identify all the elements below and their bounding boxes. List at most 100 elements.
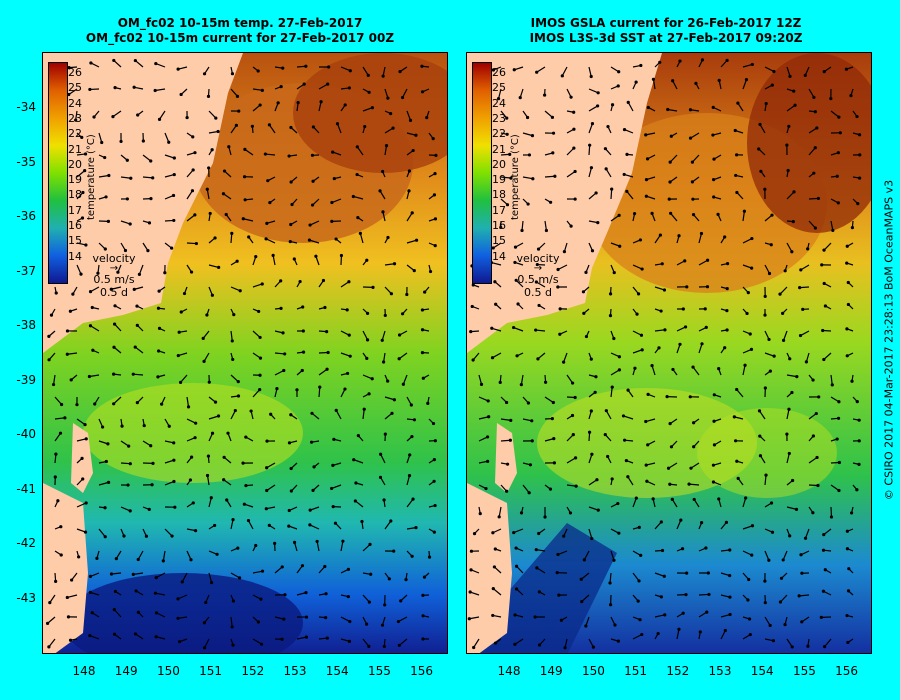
velocity-arrow-head <box>804 360 808 364</box>
right-velocity-arrows <box>467 58 862 650</box>
velocity-arrow-head <box>208 211 212 216</box>
velocity-arrow-head <box>127 444 131 448</box>
velocity-arrow-head <box>137 272 142 276</box>
velocity-arrow <box>353 459 364 464</box>
velocity-arrow-head <box>612 336 616 341</box>
velocity-arrow-head <box>304 591 308 595</box>
velocity-arrow-head <box>281 331 285 335</box>
velocity-arrow-head <box>723 346 727 350</box>
velocity-arrow <box>186 418 196 424</box>
right-panel-title: IMOS GSLA current for 26-Feb-2017 12Z IM… <box>456 16 876 46</box>
velocity-arrow-head <box>690 160 694 164</box>
velocity-arrow-head <box>112 345 116 349</box>
velocity-arrow-head <box>358 231 362 235</box>
velocity-arrow-head <box>716 212 720 216</box>
velocity-arrow-head <box>836 151 840 155</box>
velocity-arrow-head <box>844 67 849 71</box>
velocity-arrow-head <box>781 338 786 342</box>
velocity-arrow-head <box>123 248 128 253</box>
velocity-arrow <box>177 594 188 600</box>
velocity-arrow-head <box>698 630 702 634</box>
velocity-arrow-head <box>519 383 523 387</box>
velocity-arrow-head <box>390 411 394 415</box>
velocity-arrow-head <box>656 631 660 636</box>
velocity-arrow-head <box>172 441 176 445</box>
velocity-arrow-head <box>582 558 586 562</box>
velocity-arrow-head <box>531 177 535 181</box>
velocity-arrow-head <box>389 111 393 116</box>
velocity-arrow-head <box>400 312 405 316</box>
velocity-arrow <box>764 66 775 73</box>
velocity-arrow-head <box>596 91 600 95</box>
velocity-arrow-head <box>308 223 312 227</box>
velocity-arrow-head <box>231 357 235 362</box>
colorbar-tick-label: 24 <box>68 96 82 110</box>
velocity-arrow-head <box>646 443 650 447</box>
mainland <box>43 53 243 353</box>
velocity-arrow-head <box>250 124 254 128</box>
velocity-arrow-head <box>658 60 662 64</box>
velocity-arrow-head <box>231 518 235 522</box>
velocity-arrow-head <box>644 194 648 198</box>
velocity-arrow-head <box>268 200 272 205</box>
velocity-arrow-head <box>471 358 475 362</box>
velocity-arrow <box>230 374 239 383</box>
velocity-arrow-head <box>651 77 656 81</box>
velocity-arrow-head <box>232 313 236 317</box>
velocity-arrow-head <box>857 439 861 443</box>
velocity-arrow <box>340 541 344 552</box>
velocity-arrow-head <box>758 434 762 438</box>
velocity-arrow-head <box>107 173 111 178</box>
velocity-arrow-head <box>662 574 666 578</box>
velocity-arrow-head <box>468 590 472 594</box>
velocity-arrow-head <box>370 377 374 381</box>
velocity-arrow-head <box>289 125 293 130</box>
velocity-arrow-head <box>83 530 88 534</box>
velocity-arrow-head <box>749 347 754 351</box>
velocity-arrow <box>808 88 815 98</box>
velocity-arrow <box>155 592 166 596</box>
velocity-arrow-head <box>170 534 174 538</box>
velocity-arrow-head <box>287 508 291 513</box>
velocity-arrow-head <box>421 637 425 641</box>
velocity-arrow-head <box>857 462 861 466</box>
velocity-arrow <box>670 212 678 222</box>
velocity-arrow <box>48 638 56 648</box>
velocity-arrow-head <box>188 478 193 482</box>
velocity-arrow-head <box>743 363 747 367</box>
velocity-arrow-head <box>837 488 841 493</box>
velocity-arrow-head <box>392 398 396 402</box>
velocity-arrow-head <box>90 611 94 615</box>
velocity-arrow-head <box>543 515 547 519</box>
velocity-arrow-head <box>332 176 336 181</box>
velocity-arrow <box>381 330 386 341</box>
velocity-arrow-head <box>412 418 417 422</box>
velocity-arrow-head <box>301 350 306 354</box>
velocity-arrow-head <box>625 189 629 193</box>
velocity-arrow-head <box>758 122 762 126</box>
velocity-arrow-head <box>792 190 796 194</box>
velocity-arrow-head <box>669 134 673 138</box>
velocity-arrow-head <box>610 477 614 481</box>
velocity-arrow-head <box>283 593 287 597</box>
velocity-arrow-head <box>534 328 538 332</box>
velocity-arrow-head <box>783 269 787 273</box>
velocity-arrow <box>830 374 833 385</box>
velocity-arrow-head <box>113 304 117 308</box>
velocity-arrow-head <box>622 127 627 132</box>
velocity-arrow-head <box>172 172 176 177</box>
velocity-arrow <box>90 325 100 332</box>
velocity-arrow-head <box>88 574 93 578</box>
velocity-arrow-head <box>434 153 438 158</box>
velocity-arrow <box>522 176 533 180</box>
velocity-arrow-head <box>638 618 642 622</box>
velocity-arrow-head <box>112 58 116 63</box>
credit-text: © CSIRO 2017 04-Mar-2017 23:28:13 BoM Oc… <box>880 40 898 640</box>
velocity-arrow-head <box>646 392 650 396</box>
velocity-arrow-head <box>210 148 214 152</box>
velocity-arrow-head <box>494 302 498 306</box>
lat-tick-label: -41 <box>16 481 36 496</box>
velocity-arrow-head <box>750 524 755 528</box>
velocity-arrow-head <box>365 338 370 342</box>
velocity-arrow <box>742 79 748 90</box>
